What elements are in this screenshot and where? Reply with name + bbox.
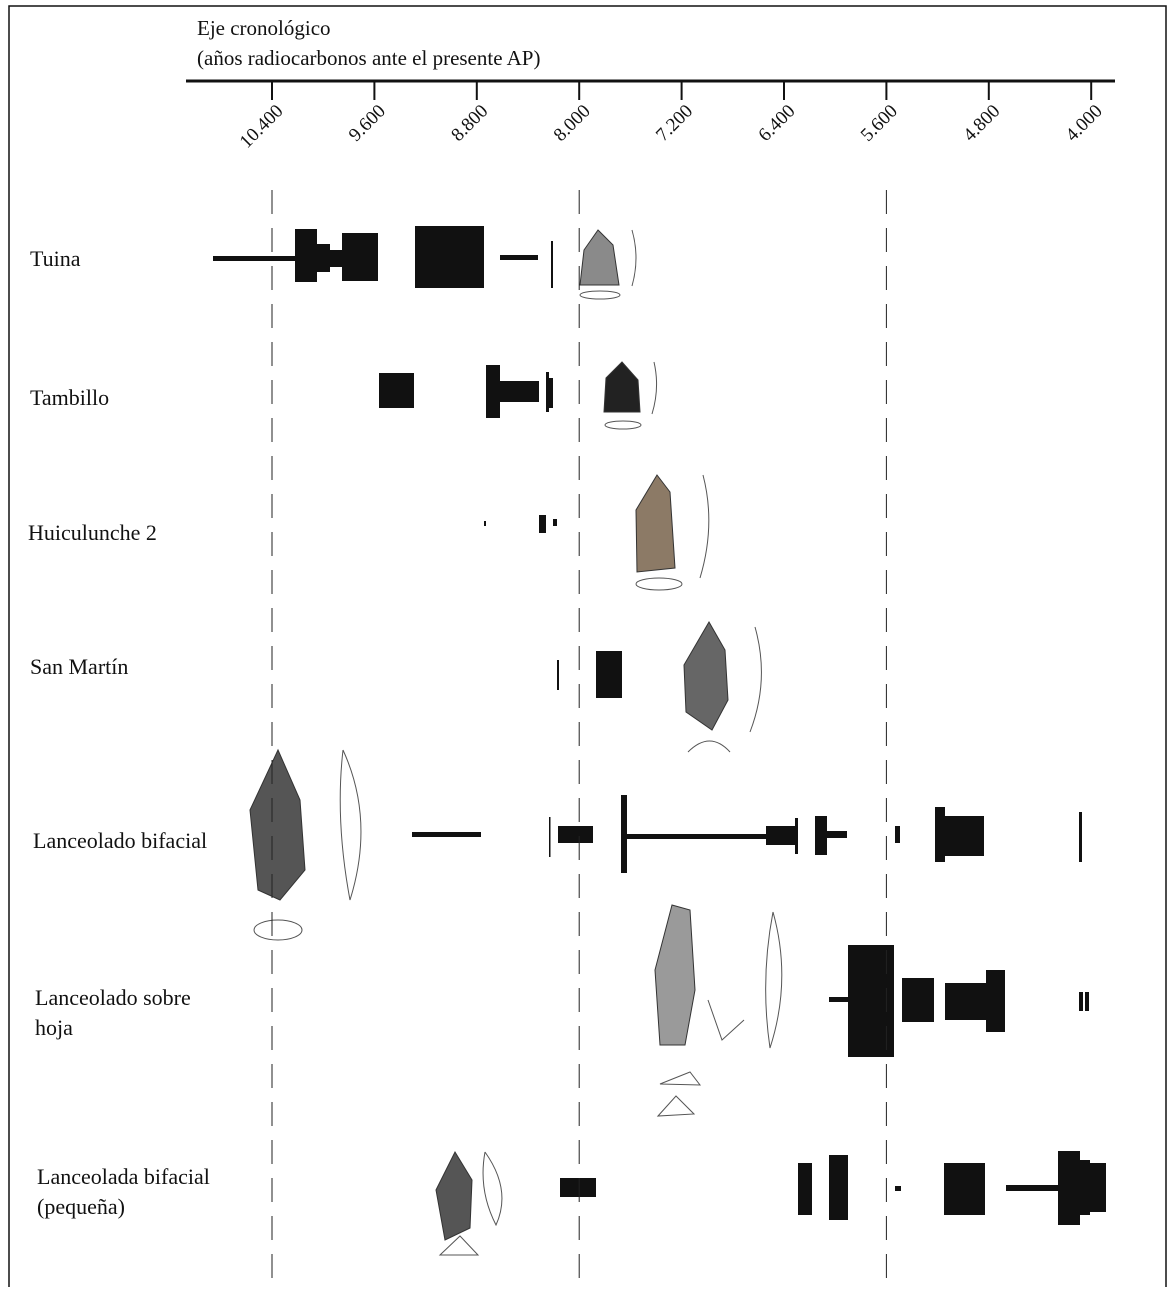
tick-label: 10.400 — [236, 101, 288, 153]
tick-label: 6.400 — [754, 101, 799, 146]
axis-title: (años radiocarbonos ante el presente AP) — [197, 46, 540, 70]
tick-label: 5.600 — [857, 101, 902, 146]
row-label: Huiculunche 2 — [28, 520, 157, 545]
tick-label: 9.600 — [345, 101, 390, 146]
frame — [8, 5, 1167, 1292]
row-label: Lanceolado sobre — [35, 985, 191, 1010]
tick-label: 4.000 — [1062, 101, 1107, 146]
row-label: Lanceolada bifacial — [37, 1164, 210, 1189]
row-label: San Martín — [30, 654, 128, 679]
axis-title: Eje cronológico — [197, 16, 331, 40]
row-label: Tambillo — [30, 385, 109, 410]
tick-label: 8.000 — [550, 101, 595, 146]
tick-label: 4.800 — [959, 101, 1004, 146]
artifact-drawings — [249, 229, 783, 1256]
row-label: Tuina — [30, 246, 81, 271]
bars — [213, 226, 1106, 1225]
row-label: Lanceolado bifacial — [33, 828, 207, 853]
row-label: hoja — [35, 1015, 73, 1040]
row-label: (pequeña) — [37, 1194, 125, 1219]
tick-label: 7.200 — [652, 101, 697, 146]
tick-label: 8.800 — [447, 101, 492, 146]
